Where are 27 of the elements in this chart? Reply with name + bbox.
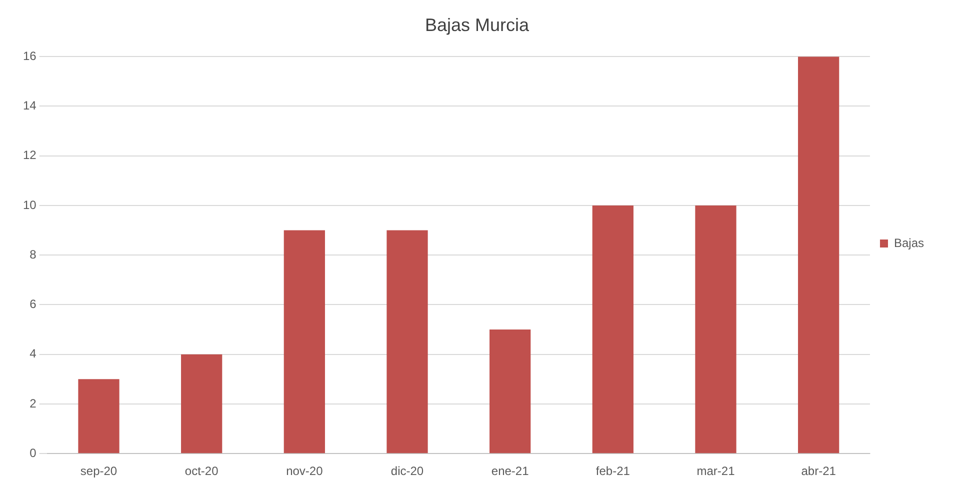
bar bbox=[490, 330, 531, 454]
x-tick-label: dic-20 bbox=[390, 464, 424, 478]
chart-title: Bajas Murcia bbox=[424, 14, 530, 35]
bar bbox=[592, 205, 634, 454]
y-tick-label: 12 bbox=[22, 148, 37, 162]
bar bbox=[695, 205, 736, 454]
bar bbox=[284, 230, 325, 454]
y-tick-label: 0 bbox=[30, 446, 37, 460]
x-tick-label: oct-20 bbox=[184, 464, 219, 478]
bar bbox=[181, 354, 222, 454]
x-tick-label: feb-21 bbox=[596, 464, 630, 478]
bar bbox=[386, 230, 428, 454]
bar bbox=[78, 379, 120, 454]
x-tick-label: mar-21 bbox=[696, 464, 736, 478]
y-tick-label: 4 bbox=[30, 346, 37, 361]
y-tick-label: 6 bbox=[30, 297, 37, 312]
bar bbox=[798, 56, 840, 454]
y-tick-label: 8 bbox=[30, 247, 37, 262]
y-tick-label: 14 bbox=[22, 98, 37, 113]
x-tick-label: abr-21 bbox=[801, 464, 836, 478]
y-tick-label: 2 bbox=[30, 396, 37, 410]
y-tick-label: 10 bbox=[22, 198, 37, 212]
legend-label: Bajas bbox=[894, 236, 924, 250]
x-tick-label: sep-20 bbox=[80, 464, 118, 478]
y-tick-label: 16 bbox=[22, 48, 37, 63]
x-tick-label: nov-20 bbox=[286, 464, 324, 478]
x-tick-label: ene-21 bbox=[491, 464, 530, 478]
